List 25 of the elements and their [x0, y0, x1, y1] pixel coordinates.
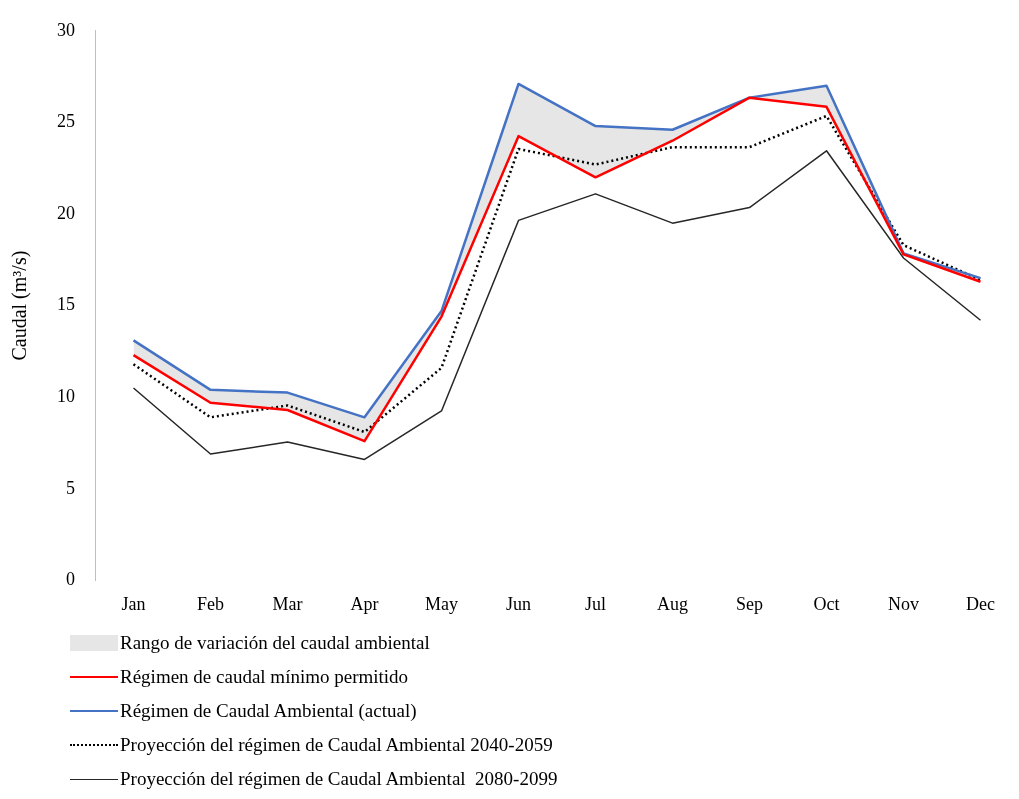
y-axis-title: Caudal (m³/s): [8, 250, 32, 361]
y-tick-label: 0: [66, 569, 75, 590]
x-tick-label: May: [425, 593, 458, 614]
x-tick-label: Feb: [197, 593, 224, 614]
x-tick-label: Nov: [888, 593, 919, 614]
y-tick-label: 20: [57, 202, 75, 223]
y-tick-label: 15: [57, 294, 75, 315]
y-tick-label: 25: [57, 111, 75, 132]
x-tick-label: Mar: [272, 593, 303, 614]
x-tick-label: Oct: [813, 593, 840, 614]
legend-label: Régimen de Caudal Ambiental (actual): [120, 700, 417, 722]
x-tick-label: Sep: [736, 593, 763, 614]
text: Rango de variación del caudal ambiental: [120, 632, 430, 654]
x-tick-label: Jun: [505, 593, 532, 614]
y-tick-label: 10: [57, 385, 75, 406]
y-tick-label: 5: [66, 477, 75, 498]
x-tick-label: Jan: [121, 593, 146, 614]
legend-label: Proyección del régimen de Caudal Ambiental 2080-2099: [120, 768, 558, 790]
y-tick-label: 30: [57, 19, 75, 40]
x-tick-label: Jul: [584, 593, 607, 614]
x-tick-label: Dec: [966, 593, 995, 614]
x-tick-label: Apr: [350, 593, 379, 614]
legend-label: Proyección del régimen de Caudal Ambiental 2040-2059: [120, 734, 553, 756]
x-tick-label: Aug: [657, 593, 688, 614]
legend-label: Régimen de caudal mínimo permitido: [120, 666, 409, 688]
